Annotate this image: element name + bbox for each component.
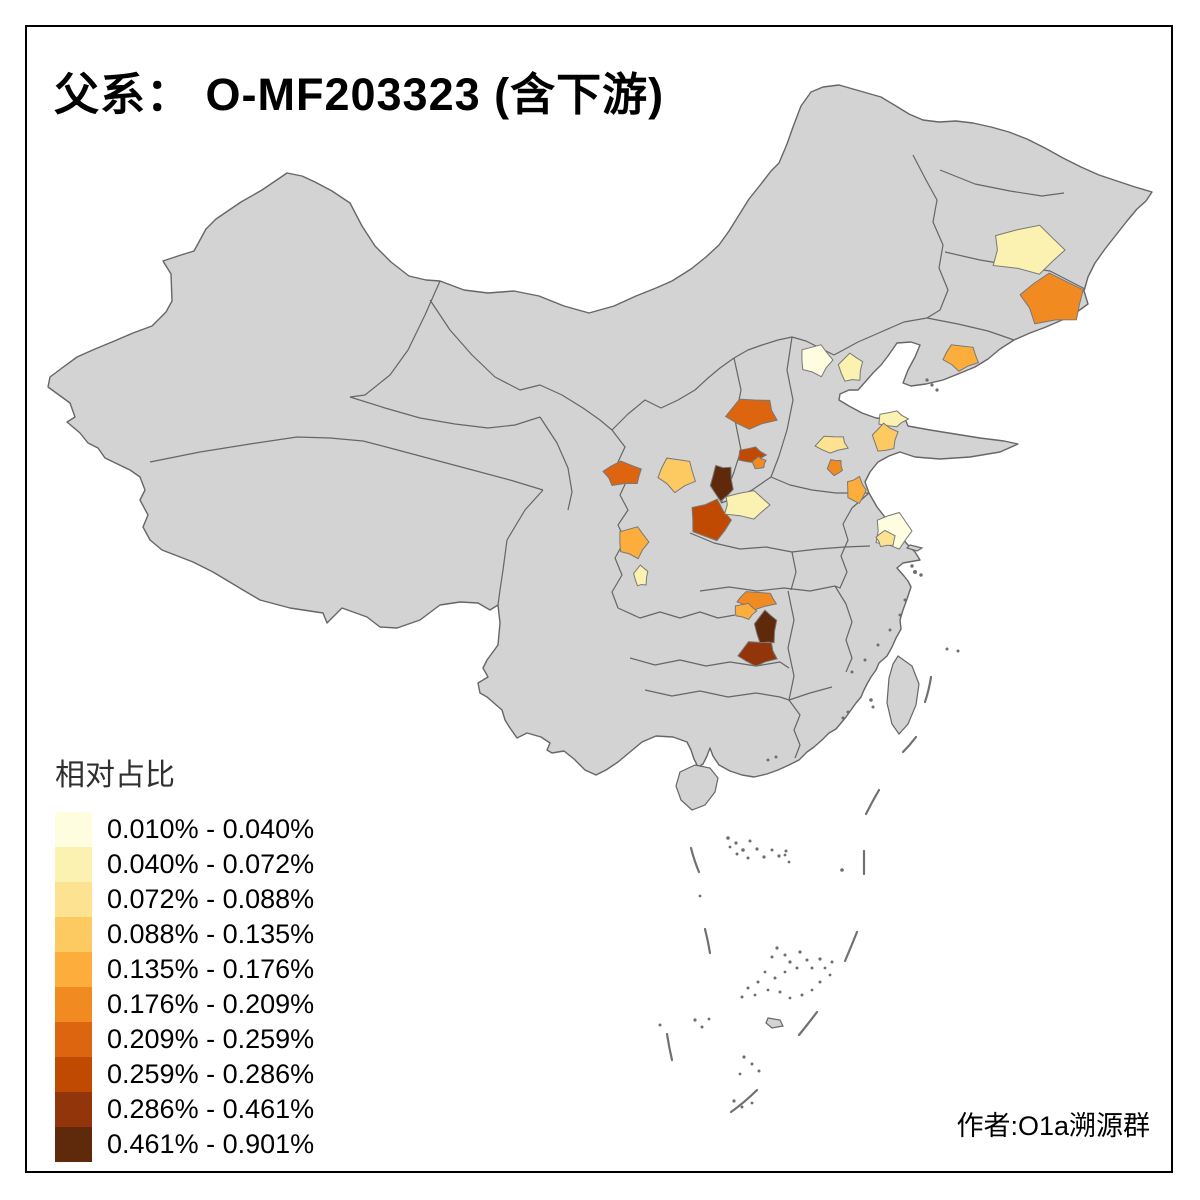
legend-label: 0.259% - 0.286% (107, 1059, 315, 1089)
colored-region-sichuan-mid (633, 564, 649, 587)
colored-region-henan-mid (723, 490, 771, 520)
spratly-islet (765, 1017, 784, 1029)
colored-region-shaanxi-north (724, 398, 778, 430)
colored-region-hunan-northwest (734, 602, 758, 621)
colored-region-shandong-peninsula (871, 422, 899, 452)
legend-title: 相对占比 (55, 759, 175, 792)
legend-label: 0.286% - 0.461% (107, 1094, 315, 1124)
colored-region-beijing-area (801, 344, 834, 378)
page-title: 父系： O-MF203323 (含下游) (54, 69, 665, 120)
legend-item: 0.072% - 0.088% (55, 882, 314, 917)
legend-item: 0.040% - 0.072% (55, 847, 314, 882)
nine-dash-line (665, 675, 933, 1114)
hainan-island (675, 764, 719, 811)
china-mainland-outline (47, 84, 1153, 778)
legend-swatch (55, 987, 92, 1022)
legend-swatch (55, 1127, 92, 1162)
colored-region-shanxi-southwest-dark (709, 464, 734, 503)
colored-region-harbin-area (992, 224, 1066, 275)
chongming-island (905, 544, 924, 552)
colored-region-tianjin-area (837, 352, 864, 382)
attribution: 作者:O1a溯源群 (956, 1111, 1150, 1141)
legend-swatch (55, 1022, 92, 1057)
colored-region-hunan-southwest (737, 641, 778, 667)
legend-item: 0.286% - 0.461% (55, 1092, 314, 1127)
legend-swatch (55, 812, 92, 847)
legend-swatch (55, 1092, 92, 1127)
colored-region-jiangsu-south-small (875, 529, 896, 548)
colored-regions (602, 224, 1084, 667)
legend-item: 0.088% - 0.135% (55, 917, 314, 952)
legend-label: 0.135% - 0.176% (107, 954, 315, 984)
colored-region-shandong-south (826, 459, 843, 477)
legend-swatch (55, 917, 92, 952)
legend-label: 0.088% - 0.135% (107, 919, 315, 949)
legend-item: 0.259% - 0.286% (55, 1057, 314, 1092)
island-specks (658, 378, 960, 1109)
legend-swatch (55, 952, 92, 987)
colored-region-henan-west (691, 498, 733, 542)
colored-region-shaanxi-small (751, 456, 767, 470)
legend-item: 0.461% - 0.901% (55, 1127, 314, 1162)
legend-swatch (55, 847, 92, 882)
legend-swatch (55, 1057, 92, 1092)
legend-swatch (55, 882, 92, 917)
legend-items: 0.010% - 0.040% 0.040% - 0.072% 0.072% - 0… (55, 812, 314, 1162)
colored-region-dalian-area (942, 344, 980, 372)
legend-label: 0.176% - 0.209% (107, 989, 315, 1019)
legend-item: 0.176% - 0.209% (55, 987, 314, 1022)
taiwan-island (886, 655, 920, 735)
colored-region-shandong-west (814, 435, 849, 454)
legend-label: 0.010% - 0.040% (107, 814, 315, 844)
legend-item: 0.209% - 0.259% (55, 1022, 314, 1057)
colored-region-yanbian-area (1019, 272, 1084, 325)
legend: 相对占比 0.010% - 0.040% 0.040% - 0.072% 0.072… (55, 750, 314, 1162)
colored-region-sichuan-north (619, 526, 650, 560)
colored-region-gansu-southeast (602, 460, 642, 486)
legend-item: 0.135% - 0.176% (55, 952, 314, 987)
islands (675, 544, 924, 1029)
colored-region-gansu-east (657, 457, 697, 494)
colored-region-jiangsu-north (846, 475, 867, 505)
legend-label: 0.461% - 0.901% (107, 1129, 315, 1159)
legend-label: 0.040% - 0.072% (107, 849, 315, 879)
legend-label: 0.209% - 0.259% (107, 1024, 315, 1054)
legend-label: 0.072% - 0.088% (107, 884, 315, 914)
legend-item: 0.010% - 0.040% (55, 812, 314, 847)
